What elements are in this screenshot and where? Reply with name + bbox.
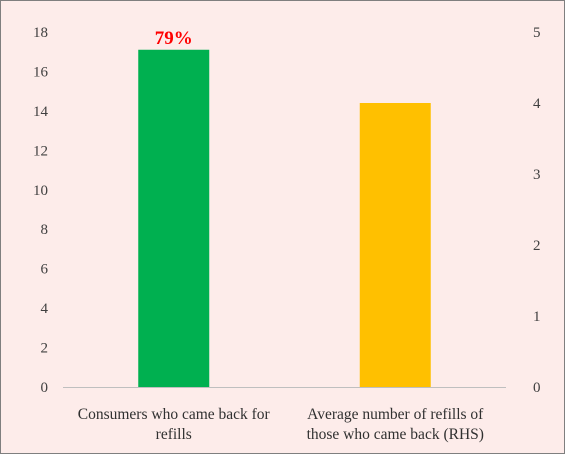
right-tick-label: 0	[533, 380, 541, 396]
category-label: Consumers who came back for refills	[78, 406, 271, 443]
left-tick-label: 16	[33, 64, 49, 80]
left-axis-ticks: 0 2 4 6 8 10 12 14 16 18	[33, 25, 49, 396]
right-tick-label: 3	[533, 167, 541, 183]
left-tick-label: 12	[33, 143, 48, 159]
left-tick-label: 4	[41, 301, 49, 317]
left-tick-label: 2	[41, 341, 49, 357]
data-label: 79%	[155, 28, 193, 49]
left-tick-label: 18	[33, 25, 48, 41]
bars	[138, 49, 431, 387]
right-tick-label: 2	[533, 238, 541, 254]
right-tick-label: 5	[533, 25, 541, 41]
bar	[138, 49, 210, 387]
left-tick-label: 0	[41, 380, 49, 396]
right-tick-label: 1	[533, 309, 541, 325]
bar	[359, 103, 431, 387]
data-labels: 79%	[155, 28, 193, 49]
right-axis-ticks: 0 1 2 3 4 5	[533, 25, 541, 396]
left-tick-label: 6	[41, 262, 49, 278]
left-tick-label: 8	[41, 222, 49, 238]
left-tick-label: 10	[33, 183, 48, 199]
left-tick-label: 14	[33, 104, 49, 120]
right-tick-label: 4	[533, 96, 541, 112]
category-label: Average number of refills of those who ca…	[307, 406, 485, 443]
category-labels: Consumers who came back for refills Averag…	[78, 406, 484, 443]
